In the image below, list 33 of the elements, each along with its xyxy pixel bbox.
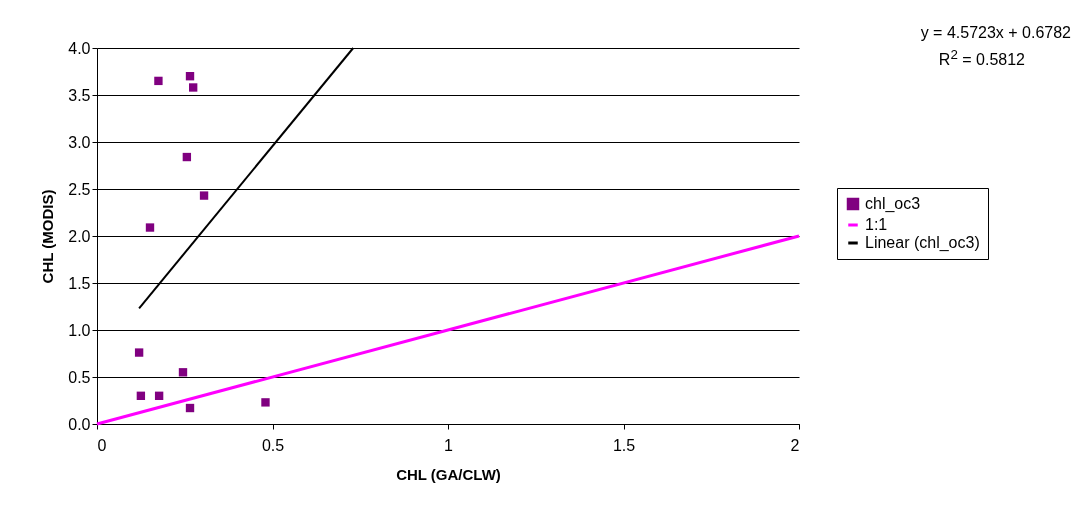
point: [261, 398, 270, 407]
legend-label: Linear (chl_oc3): [865, 234, 980, 252]
point: [136, 391, 146, 400]
y-tick-label: 1.5: [68, 274, 91, 292]
point: [154, 76, 163, 86]
text: R$^{2}$ = 0.5812: [937, 46, 1025, 71]
x-axis-title: CHL (GA/CLW): [396, 465, 501, 483]
y-tick-label: 2.0: [68, 227, 91, 245]
point: [182, 152, 192, 162]
y-tick-label: 1.0: [68, 321, 91, 339]
point: [188, 83, 198, 92]
point: [185, 403, 195, 413]
text: y = 4.5723x + 0.6782: [920, 23, 1071, 43]
point: [154, 391, 164, 400]
point: [178, 368, 188, 377]
y-tick-label: 4.0: [68, 39, 91, 57]
point: [199, 191, 209, 200]
y-tick-label: 0.5: [68, 368, 91, 386]
y-axis-title: CHL (MODIS): [39, 189, 57, 284]
legend-label: 1:1: [865, 216, 888, 233]
point: [185, 72, 195, 81]
y-tick-label: 2.5: [68, 180, 91, 198]
legend-label: chl_oc3: [865, 195, 921, 213]
x-tick-label: 1: [444, 436, 454, 454]
x-tick-label: 0: [97, 436, 107, 454]
x-tick-label: 1.5: [612, 436, 636, 454]
x-tick-label: 0.5: [261, 436, 285, 454]
x-tick-label: 2: [790, 436, 800, 454]
point: [145, 223, 155, 232]
y-tick-label: 3.0: [68, 133, 91, 151]
y-tick-label: 0.0: [68, 415, 91, 433]
point: [134, 348, 144, 357]
y-tick-label: 3.5: [68, 86, 91, 104]
